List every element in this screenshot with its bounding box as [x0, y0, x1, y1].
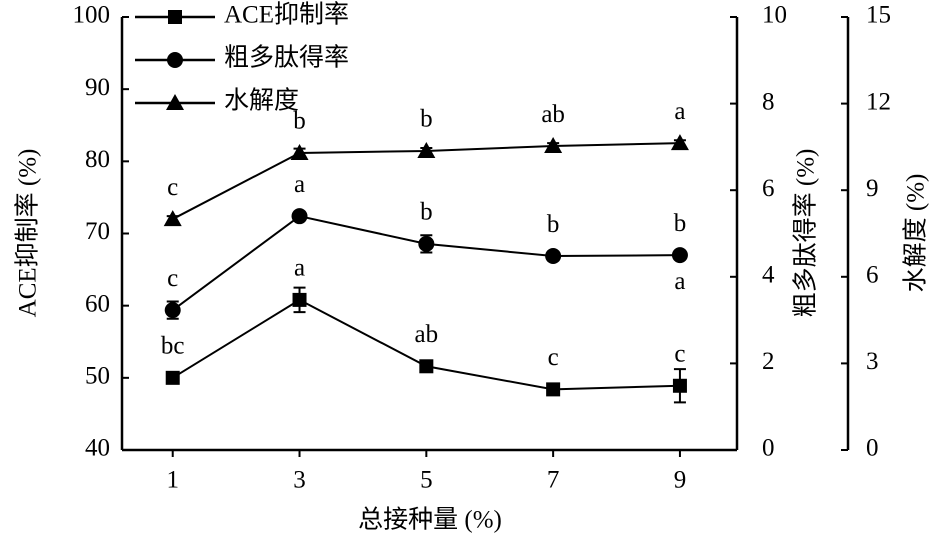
data-point: [545, 248, 562, 265]
significance-label: a: [674, 98, 685, 125]
y3-tick-label: 0: [866, 435, 879, 462]
y2-tick-label: 0: [762, 435, 775, 462]
annotation: a: [674, 268, 685, 295]
data-point: [163, 210, 182, 227]
y-tick-label: 100: [73, 2, 111, 29]
significance-label: b: [547, 211, 560, 238]
data-point: [546, 382, 561, 397]
significance-label: ab: [415, 321, 439, 348]
significance-label: c: [548, 344, 559, 371]
significance-label: b: [420, 199, 433, 226]
data-point: [165, 370, 180, 385]
legend-label: 水解度: [224, 87, 299, 115]
data-point: [290, 143, 309, 160]
data-point: [418, 235, 435, 252]
x-axis-title: 总接种量 (%): [358, 506, 502, 534]
series-line: [172, 215, 680, 311]
y-tick-label: 80: [85, 146, 110, 173]
significance-label: c: [167, 265, 178, 292]
y2-tick-label: 8: [762, 88, 775, 115]
y2-axis-title: 粗多肽得率 (%): [792, 149, 820, 318]
y3-tick-label: 9: [866, 175, 879, 202]
legend-marker: [167, 52, 183, 68]
legend-marker: [168, 10, 182, 24]
data-point: [670, 134, 689, 151]
legend-label: 粗多肽得率: [224, 44, 349, 72]
data-point: [291, 208, 308, 225]
y2-tick-label: 10: [762, 2, 787, 29]
data-point: [292, 292, 307, 307]
legend-label: ACE抑制率: [224, 1, 349, 29]
y2-tick-label: 4: [762, 262, 775, 289]
significance-label: a: [294, 255, 305, 282]
y-tick-label: 40: [85, 435, 110, 462]
y-axis-title: ACE抑制率 (%): [14, 149, 42, 318]
y2-tick-label: 2: [762, 348, 775, 375]
y3-tick-label: 12: [866, 88, 891, 115]
x-tick-label: 7: [547, 467, 560, 494]
data-point: [417, 141, 436, 158]
y-tick-label: 60: [85, 290, 110, 317]
significance-label: bc: [161, 333, 185, 360]
y3-axis-title: 水解度 (%): [902, 174, 930, 293]
data-point: [672, 378, 687, 393]
y-tick-label: 90: [85, 74, 110, 101]
y2-tick-label: 6: [762, 175, 775, 202]
x-tick-label: 9: [674, 467, 687, 494]
significance-label: c: [167, 174, 178, 201]
y-tick-label: 70: [85, 218, 110, 245]
axes: [120, 17, 850, 452]
data-point: [544, 137, 563, 154]
data-point: [164, 302, 181, 319]
significance-label: b: [293, 108, 306, 135]
y3-tick-label: 6: [866, 262, 879, 289]
significance-label: b: [674, 210, 687, 237]
legend-marker: [166, 94, 184, 110]
y3-tick-label: 15: [866, 2, 891, 29]
significance-label: ab: [541, 101, 565, 128]
x-tick-label: 1: [166, 467, 179, 494]
significance-label: c: [674, 341, 685, 368]
data-point: [419, 359, 434, 374]
significance-label: a: [294, 171, 305, 198]
x-tick-label: 3: [293, 467, 306, 494]
y3-tick-label: 3: [866, 348, 879, 375]
x-tick-label: 5: [420, 467, 433, 494]
y-tick-label: 50: [85, 363, 110, 390]
data-point: [671, 247, 688, 264]
significance-label: b: [420, 106, 433, 133]
